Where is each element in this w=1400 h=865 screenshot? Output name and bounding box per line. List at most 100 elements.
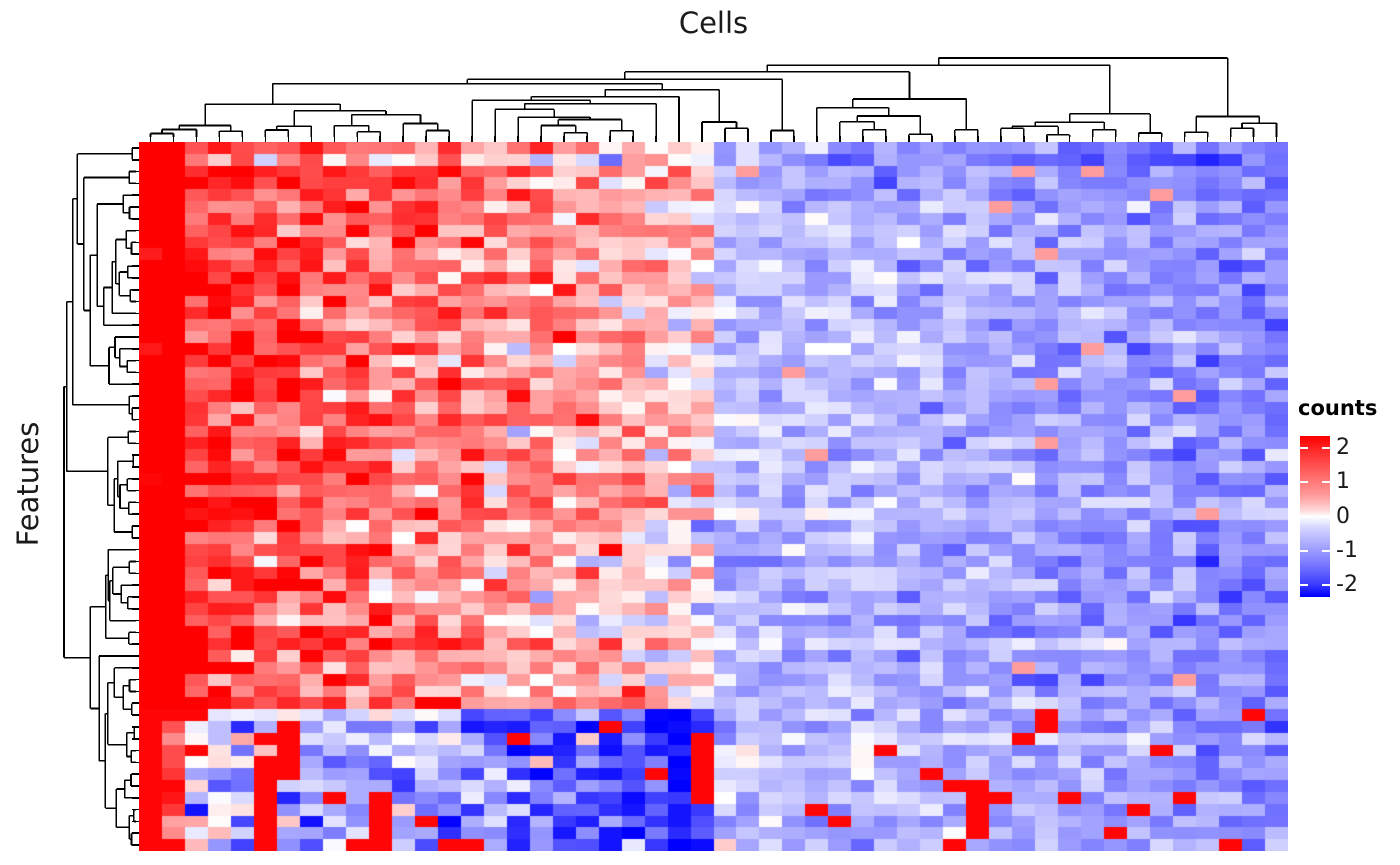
row-tick	[132, 749, 139, 752]
column-tick	[241, 136, 244, 142]
row-tick	[132, 678, 139, 681]
column-tick	[678, 136, 680, 142]
column-tick	[333, 136, 336, 142]
row-tick	[132, 643, 139, 645]
column-tick	[1114, 136, 1117, 142]
row-tick	[132, 147, 139, 149]
row-tick	[132, 336, 139, 338]
column-tick	[310, 136, 313, 142]
column-tick	[471, 136, 473, 142]
row-tick	[132, 548, 139, 551]
row-tick	[132, 607, 139, 610]
row-tick	[132, 820, 139, 823]
row-tick	[132, 170, 139, 173]
column-tick	[172, 136, 175, 142]
column-tick	[1206, 136, 1209, 142]
row-tick	[132, 513, 139, 516]
row-tick	[132, 395, 139, 397]
row-tick	[132, 194, 139, 196]
column-tick	[999, 136, 1002, 142]
row-tick	[132, 761, 139, 764]
row-tick	[132, 737, 139, 740]
row-tick	[132, 832, 139, 835]
heatmap-canvas[interactable]	[139, 142, 1288, 851]
column-axis-title: Cells	[678, 6, 749, 40]
row-tick	[132, 631, 139, 634]
row-tick	[132, 808, 139, 811]
column-tick	[953, 136, 956, 142]
column-tick	[770, 136, 772, 142]
row-tick	[132, 702, 139, 705]
row-tick	[132, 206, 139, 208]
column-tick	[609, 136, 611, 142]
row-tick	[132, 466, 139, 468]
column-tick	[793, 136, 795, 142]
heatmap-grid[interactable]	[139, 142, 1288, 851]
row-tick	[132, 667, 139, 669]
column-tick	[931, 136, 933, 142]
row-tick	[132, 560, 139, 563]
column-tick	[1183, 136, 1186, 142]
column-tick	[885, 136, 887, 142]
row-tick	[132, 572, 139, 575]
column-tick	[1275, 136, 1278, 142]
column-tick-marks	[139, 136, 1288, 143]
row-tick	[132, 347, 139, 350]
row-tick	[132, 655, 139, 657]
column-tick	[195, 136, 198, 142]
row-tick	[132, 383, 139, 386]
row-tick	[132, 218, 139, 220]
column-tick	[1160, 136, 1163, 142]
row-tick	[132, 501, 139, 504]
row-tick	[132, 229, 139, 232]
colorbar-tick-label: -2	[1336, 572, 1358, 597]
column-tick	[1252, 136, 1255, 142]
row-tick	[132, 265, 139, 267]
column-tick	[747, 136, 749, 142]
column-tick	[586, 136, 588, 142]
row-tick	[132, 288, 139, 291]
column-tick	[1229, 136, 1232, 142]
column-tick	[816, 136, 818, 142]
column-tick	[517, 136, 519, 142]
colorbar-tick	[1300, 481, 1330, 484]
column-tick	[1022, 136, 1025, 142]
colorbar-tick	[1300, 446, 1330, 449]
colorbar-tick	[1300, 584, 1330, 586]
row-dendrogram	[63, 147, 136, 846]
row-tick	[132, 844, 139, 846]
row-tick	[132, 797, 139, 799]
column-tick	[425, 136, 428, 142]
row-tick	[132, 407, 139, 409]
column-tick	[402, 136, 405, 142]
row-tick	[132, 477, 139, 480]
column-tick	[494, 136, 496, 142]
column-tick	[264, 136, 267, 142]
row-tick	[132, 489, 139, 492]
row-tick	[132, 785, 139, 787]
column-tick	[356, 136, 359, 142]
column-tick	[448, 136, 451, 142]
row-tick	[132, 359, 139, 362]
row-tick	[132, 525, 139, 527]
column-tick	[563, 136, 565, 142]
row-tick	[132, 371, 139, 374]
column-tick	[379, 136, 382, 142]
colorbar-tick	[1300, 515, 1330, 518]
colorbar-tick	[1300, 549, 1330, 552]
column-tick	[287, 136, 290, 142]
row-tick	[132, 418, 139, 421]
column-tick	[1045, 136, 1048, 142]
row-tick	[132, 584, 139, 586]
column-tick	[862, 136, 864, 142]
row-tick	[132, 182, 139, 185]
row-tick-marks	[132, 142, 140, 851]
row-tick	[132, 253, 139, 256]
row-tick	[132, 454, 139, 456]
row-tick	[132, 619, 139, 622]
row-tick	[132, 442, 139, 445]
row-tick	[132, 324, 139, 326]
row-tick	[132, 773, 139, 775]
row-tick	[132, 300, 139, 303]
column-tick	[632, 136, 634, 142]
